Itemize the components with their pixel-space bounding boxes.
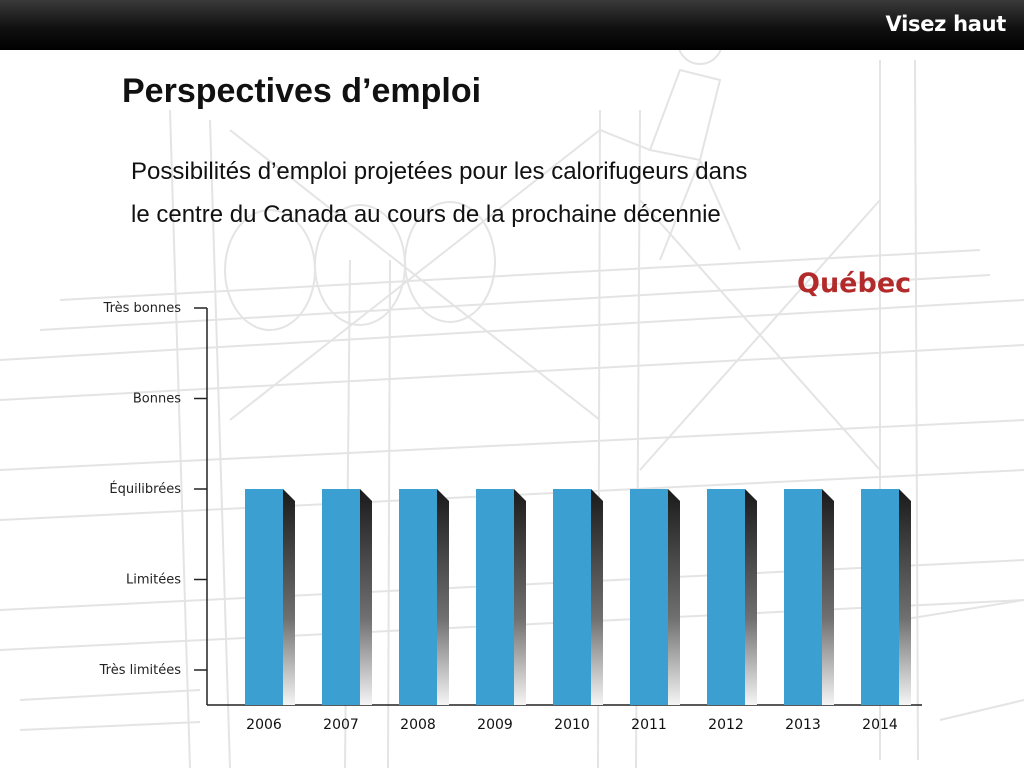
bar [399, 489, 437, 705]
bar [322, 489, 360, 705]
bar [707, 489, 745, 705]
x-tick-label: 2006 [246, 717, 282, 733]
x-tick-label: 2008 [400, 717, 436, 733]
bar-side [514, 489, 526, 705]
bar [630, 489, 668, 705]
bar-side [591, 489, 603, 705]
bar [861, 489, 899, 705]
y-tick-label: Équilibrées [109, 481, 181, 497]
bar [245, 489, 283, 705]
subtitle-line-2: le centre du Canada au cours de la proch… [131, 201, 721, 228]
bar-side [899, 489, 911, 705]
y-tick-label: Très limitées [99, 663, 182, 678]
bar [476, 489, 514, 705]
y-tick-label: Bonnes [133, 392, 181, 407]
brand-logo-text: Visez haut [885, 12, 1007, 36]
bar-side [668, 489, 680, 705]
x-tick-label: 2013 [785, 717, 821, 733]
bar-side [745, 489, 757, 705]
x-tick-label: 2009 [477, 717, 513, 733]
bar-side [437, 489, 449, 705]
slide-title: Perspectives d’emploi [122, 72, 482, 110]
slide-subtitle: Possibilités d’emploi projetées pour les… [131, 150, 971, 236]
bar-side [360, 489, 372, 705]
y-tick-label: Très bonnes [103, 301, 182, 316]
x-tick-label: 2012 [708, 717, 744, 733]
region-label: Québec [797, 268, 912, 299]
bar [553, 489, 591, 705]
y-tick-label: Limitées [126, 573, 181, 588]
x-tick-label: 2014 [862, 717, 898, 733]
bar [784, 489, 822, 705]
bar-side [822, 489, 834, 705]
subtitle-line-1: Possibilités d’emploi projetées pour les… [131, 158, 748, 185]
x-tick-label: 2010 [554, 717, 590, 733]
x-tick-label: 2007 [323, 717, 359, 733]
chart-labels: Très limitées Limitées Équilibrées Bonnes Tr… [99, 301, 898, 733]
chart-bars [245, 489, 911, 705]
bar-side [283, 489, 295, 705]
header-bar: Visez haut [0, 0, 1024, 50]
x-tick-label: 2011 [631, 717, 667, 733]
